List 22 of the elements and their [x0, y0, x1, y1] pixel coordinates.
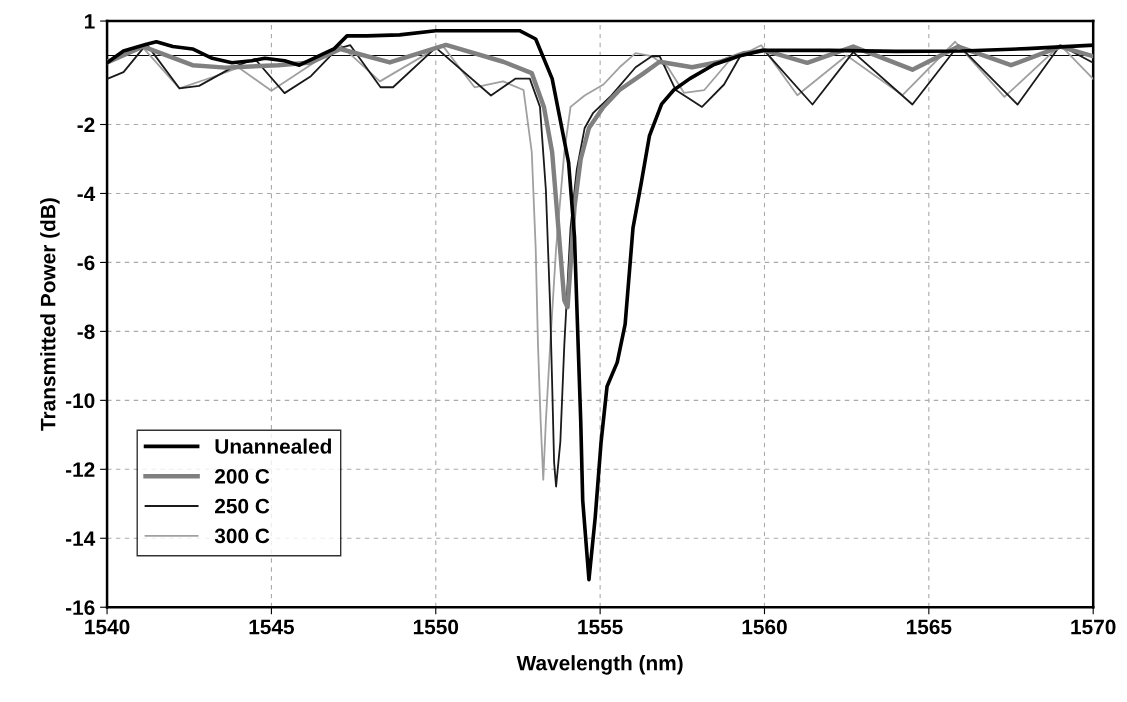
x-tick-label: 1565 [906, 619, 952, 635]
x-tick-label: 1545 [249, 619, 295, 635]
x-tick-label: 1555 [578, 619, 623, 635]
legend-label: 200 C [215, 468, 270, 484]
x-tick-label: 1540 [85, 619, 130, 635]
y-tick-label: -6 [77, 255, 95, 271]
y-tick-label: -12 [65, 462, 95, 477]
legend-label: 300 C [214, 528, 270, 544]
y-tick-label: -10 [65, 393, 95, 409]
x-tick-label: 1570 [1071, 619, 1116, 635]
y-axis-title: Transmitted Power (dB) [40, 198, 60, 431]
x-tick-label: 1560 [742, 619, 787, 635]
y-tick-label: -4 [77, 186, 96, 202]
legend-label: Unannealed [215, 438, 331, 454]
y-tick-label: -16 [65, 600, 95, 615]
x-tick-label: 1550 [413, 619, 459, 635]
x-axis-title: Wavelength (nm) [516, 655, 683, 675]
legend-label: 250 C [215, 498, 270, 514]
y-tick-label: 1 [84, 14, 95, 29]
y-tick-label: -14 [65, 531, 96, 546]
y-tick-label: -8 [77, 324, 95, 340]
y-tick-label: -2 [77, 117, 95, 133]
